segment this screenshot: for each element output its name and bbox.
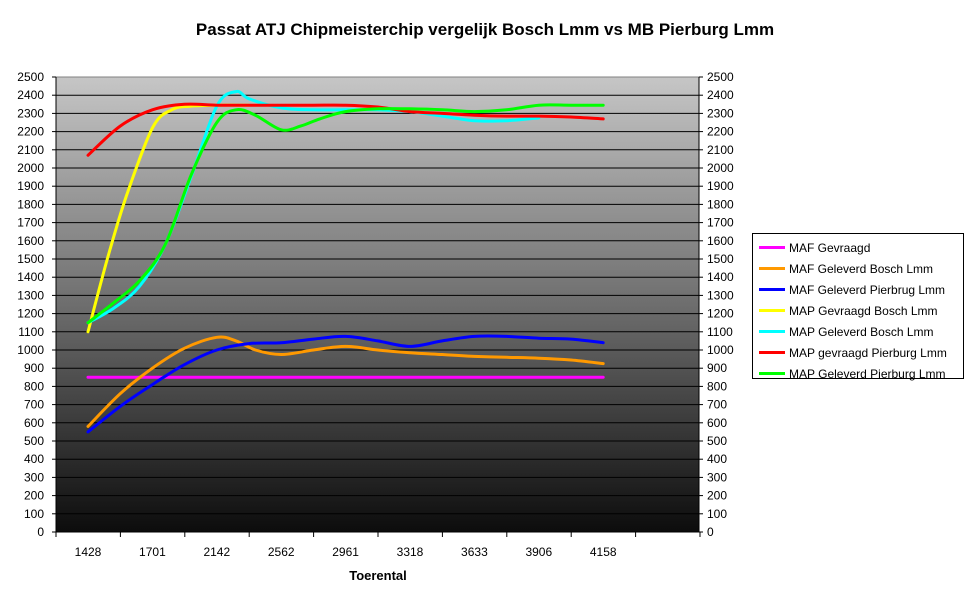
y-tick-label-left: 1000 [17, 343, 44, 357]
y-tick-label-left: 1400 [17, 270, 44, 284]
legend-item: MAP Gevraagd Bosch Lmm [753, 300, 963, 321]
y-tick-label-left: 200 [24, 489, 44, 503]
legend-swatch [759, 246, 785, 249]
y-tick-label-left: 1100 [18, 325, 44, 339]
y-tick-label-right: 2300 [707, 106, 734, 120]
y-tick-label-right: 0 [707, 525, 714, 539]
gridlines [56, 94, 699, 515]
y-tick-label-left: 1900 [17, 179, 44, 193]
y-tick-label-right: 1800 [707, 197, 734, 211]
x-axis-title: Toerental [349, 568, 407, 583]
y-tick-label-left: 2200 [17, 125, 44, 139]
series-line-map-geleverd-pierburg-lmm [86, 103, 605, 325]
legend-item: MAP Geleverd Pierburg Lmm [753, 363, 963, 384]
y-tick-label-right: 2200 [707, 125, 734, 139]
x-tick-label: 3906 [525, 545, 552, 559]
legend-label: MAF Geleverd Bosch Lmm [789, 261, 934, 276]
y-tick-label-left: 2400 [17, 88, 44, 102]
legend-swatch [759, 372, 785, 375]
y-tick-label-left: 100 [24, 507, 44, 521]
y-tick-label-left: 1200 [17, 307, 44, 321]
y-tick-label-right: 1500 [707, 252, 734, 266]
y-tick-label-left: 700 [24, 398, 44, 412]
y-tick-label-left: 500 [24, 434, 44, 448]
legend-label: MAF Gevraagd [789, 240, 871, 255]
y-tick-label-right: 1400 [707, 270, 734, 284]
y-tick-label-right: 1200 [707, 307, 734, 321]
x-tick-label: 1428 [75, 545, 102, 559]
y-tick-label-right: 1100 [707, 325, 733, 339]
y-tick-label-left: 1600 [17, 234, 44, 248]
y-tick-label-right: 1000 [707, 343, 734, 357]
y-tick-label-left: 1300 [17, 288, 44, 302]
x-tick-label: 4158 [590, 545, 617, 559]
legend-swatch [759, 267, 785, 270]
y-tick-label-left: 0 [37, 525, 44, 539]
y-tick-label-left: 900 [24, 361, 44, 375]
legend-item: MAF Geleverd Bosch Lmm [753, 258, 963, 279]
y-tick-label-right: 1600 [707, 234, 734, 248]
x-tick-label: 2142 [203, 545, 230, 559]
plot-area [55, 76, 700, 533]
legend-label: MAP Geleverd Pierburg Lmm [789, 366, 946, 381]
y-tick-label-left: 1500 [17, 252, 44, 266]
y-tick-label-left: 1700 [17, 216, 44, 230]
y-tick-label-left: 300 [24, 470, 44, 484]
legend-label: MAP Gevraagd Bosch Lmm [789, 303, 938, 318]
y-tick-label-right: 800 [707, 379, 727, 393]
x-tick-label: 3318 [397, 545, 424, 559]
legend-swatch [759, 351, 785, 354]
legend-label: MAP gevraagd Pierburg Lmm [789, 345, 947, 360]
y-tick-label-right: 2100 [707, 143, 734, 157]
x-tick-label: 1701 [139, 545, 166, 559]
y-tick-label-left: 2000 [17, 161, 44, 175]
y-tick-label-right: 1900 [707, 179, 734, 193]
y-tick-label-right: 100 [707, 507, 727, 521]
legend-item: MAF Gevraagd [753, 237, 963, 258]
y-tick-label-left: 600 [24, 416, 44, 430]
legend-label: MAP Geleverd Bosch Lmm [789, 324, 934, 339]
y-tick-label-right: 400 [707, 452, 727, 466]
y-tick-label-right: 2000 [707, 161, 734, 175]
chart-title: Passat ATJ Chipmeisterchip vergelijk Bos… [195, 20, 775, 39]
y-tick-label-right: 2500 [707, 70, 734, 84]
legend-swatch [759, 330, 785, 333]
y-tick-label-right: 1300 [707, 288, 734, 302]
legend-label: MAF Geleverd Pierbrug Lmm [789, 282, 946, 297]
y-tick-label-left: 2100 [17, 143, 44, 157]
x-tick-label: 3633 [461, 545, 488, 559]
y-tick-label-right: 500 [707, 434, 727, 448]
y-tick-label-left: 2300 [17, 106, 44, 120]
y-tick-label-right: 1700 [707, 216, 734, 230]
series-line-map-gevraagd-pierburg-lmm [86, 102, 605, 157]
series-line-maf-geleverd-pierbrug-lmm [86, 334, 605, 434]
y-tick-label-right: 700 [707, 398, 727, 412]
y-tick-label-left: 2500 [17, 70, 44, 84]
series-lines [86, 89, 605, 434]
series-line-maf-geleverd-bosch-lmm [86, 335, 605, 428]
y-tick-label-right: 2400 [707, 88, 734, 102]
y-tick-label-left: 1800 [17, 197, 44, 211]
axes: 0 0 100 100 200 200 300 300 400 400 500 500 600 600 70… [17, 70, 734, 559]
y-tick-label-right: 300 [707, 470, 727, 484]
y-tick-label-right: 200 [707, 489, 727, 503]
y-tick-label-right: 900 [707, 361, 727, 375]
legend-item: MAP gevraagd Pierburg Lmm [753, 342, 963, 363]
legend-item: MAF Geleverd Pierbrug Lmm [753, 279, 963, 300]
x-tick-label: 2562 [268, 545, 295, 559]
y-tick-label-left: 400 [24, 452, 44, 466]
y-tick-label-left: 800 [24, 379, 44, 393]
legend-swatch [759, 288, 785, 291]
y-tick-label-right: 600 [707, 416, 727, 430]
legend-item: MAP Geleverd Bosch Lmm [753, 321, 963, 342]
legend-swatch [759, 309, 785, 312]
legend: MAF Gevraagd MAF Geleverd Bosch Lmm MAF Ge… [752, 233, 964, 381]
x-tick-label: 2961 [332, 545, 359, 559]
